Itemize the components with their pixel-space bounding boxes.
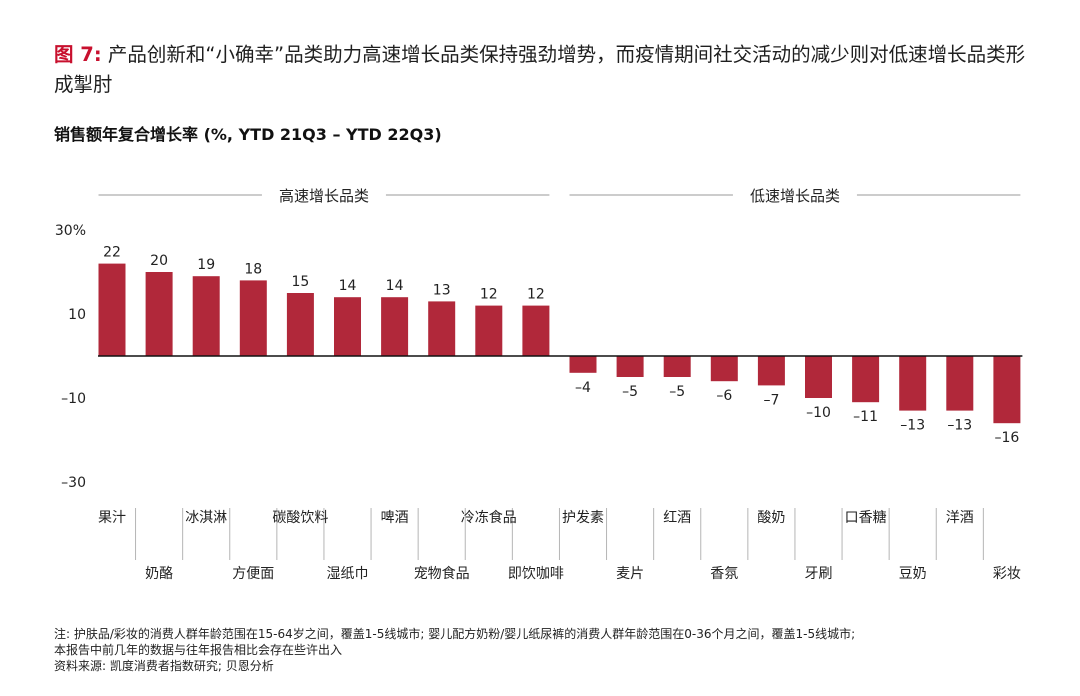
x-tick-label: 麦片 [616, 566, 644, 582]
data-label: –13 [947, 418, 972, 434]
bar [899, 356, 927, 411]
x-tick-label: 彩妆 [993, 566, 1021, 582]
x-tick-label: 碳酸饮料 [272, 510, 328, 526]
bar [428, 301, 456, 356]
data-label: 12 [527, 287, 545, 303]
figure-label: 图 7: [54, 43, 102, 66]
bar [993, 356, 1021, 424]
footnote-line-1: 注: 护肤品/彩妆的消费人群年龄范围在15-64岁之间，覆盖1-5线城市; 婴儿… [54, 627, 856, 641]
figure-title-text: 产品创新和“小确幸”品类助力高速增长品类保持强劲增势，而疫情期间社交活动的减少则… [54, 43, 1026, 96]
bar [334, 297, 361, 356]
bar [805, 356, 832, 398]
x-tick-label: 香氛 [710, 566, 738, 582]
x-tick-label: 牙刷 [805, 566, 833, 582]
y-tick-label: –30 [61, 475, 86, 491]
x-tick-label: 冰淇淋 [185, 510, 227, 526]
x-tick-label: 豆奶 [899, 566, 927, 582]
data-label: 18 [244, 261, 262, 277]
x-tick-label: 啤酒 [381, 510, 409, 526]
bar [569, 356, 597, 373]
x-tick-label: 红酒 [663, 510, 691, 526]
bar [757, 356, 785, 386]
x-tick-label: 洋酒 [946, 510, 974, 526]
data-label: –7 [763, 392, 779, 408]
data-label: –5 [669, 384, 685, 400]
x-tick-label: 果汁 [98, 510, 126, 526]
data-label: –10 [806, 405, 831, 421]
data-label: 12 [480, 287, 498, 303]
x-tick-label: 口香糖 [845, 510, 887, 526]
data-label: –11 [853, 409, 878, 425]
data-label: –5 [622, 384, 638, 400]
data-label: –13 [900, 418, 925, 434]
x-tick-label: 护发素 [562, 510, 604, 526]
data-label: 20 [150, 253, 168, 269]
bar [239, 280, 267, 356]
data-label: –6 [716, 388, 732, 404]
x-tick-label: 酸奶 [757, 510, 785, 526]
bar [475, 305, 503, 356]
y-tick-label: 10 [68, 307, 86, 323]
data-label: –4 [575, 380, 591, 396]
x-tick-label: 湿纸巾 [327, 566, 369, 582]
chart-subtitle: 销售额年复合增长率 (%, YTD 21Q3 – YTD 22Q3) [54, 125, 442, 144]
data-label: 19 [197, 257, 215, 273]
x-tick-label: 奶酪 [145, 566, 173, 582]
bar [852, 356, 880, 403]
y-tick-label: –10 [61, 391, 86, 407]
x-tick-label: 宠物食品 [414, 565, 470, 582]
bar [616, 356, 644, 377]
x-tick-label: 方便面 [232, 566, 274, 582]
bar [522, 305, 550, 356]
bar [192, 276, 220, 356]
data-label: 15 [291, 274, 309, 290]
group-label: 高速增长品类 [279, 187, 369, 205]
bar [145, 272, 173, 356]
x-tick-label: 冷冻食品 [461, 509, 517, 526]
data-label: 22 [103, 245, 121, 261]
data-label: 13 [433, 282, 451, 298]
y-tick-label: 30% [55, 223, 86, 239]
footnotes: 注: 护肤品/彩妆的消费人群年龄范围在15-64岁之间，覆盖1-5线城市; 婴儿… [54, 626, 855, 674]
figure-title: 图 7: 产品创新和“小确幸”品类助力高速增长品类保持强劲增势，而疫情期间社交活… [54, 40, 1044, 100]
footnote-line-2: 本报告中前几年的数据与往年报告相比会存在些许出入 [54, 643, 343, 657]
data-label: 14 [386, 278, 404, 294]
bar [381, 297, 409, 356]
x-tick-label: 即饮咖啡 [508, 566, 564, 582]
group-label: 低速增长品类 [750, 187, 840, 205]
bar [663, 356, 691, 377]
data-label: 14 [339, 278, 357, 294]
bar-chart: 高速增长品类 低速增长品类 30% 10 –10 –30 22 20 19 18 15 14 14 13 1… [55, 187, 1023, 582]
data-label: –16 [994, 430, 1019, 446]
bar [946, 356, 974, 411]
bar [710, 356, 738, 382]
bar [286, 293, 314, 356]
bar [98, 263, 126, 356]
footnote-source: 资料来源: 凯度消费者指数研究; 贝恩分析 [54, 659, 274, 673]
